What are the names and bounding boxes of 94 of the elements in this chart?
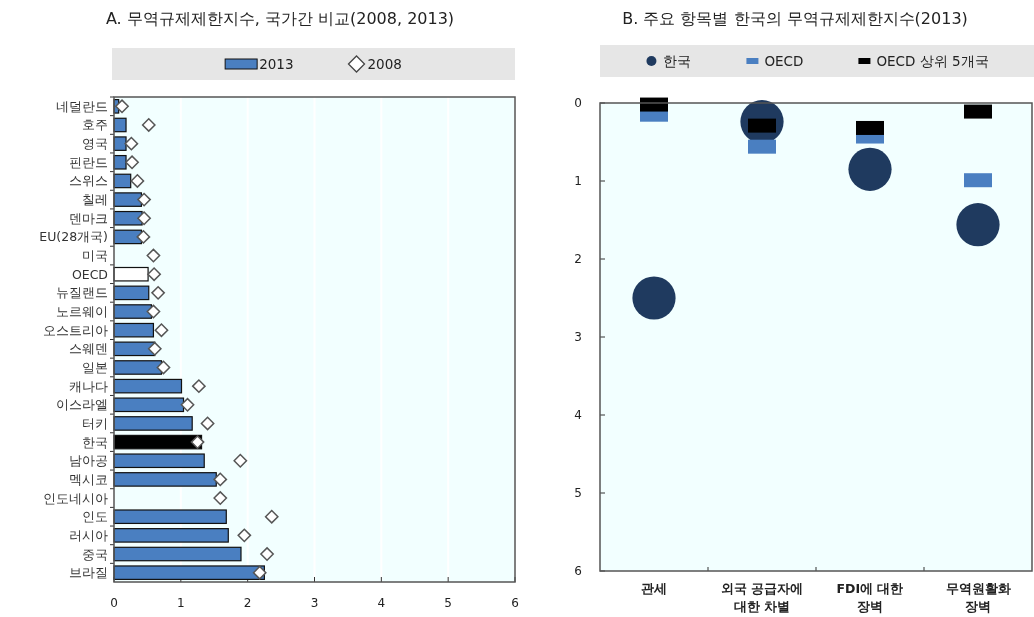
legend-label: OECD [764,53,804,69]
y-tick-label: 터키 [82,415,108,431]
x-tick-label: 4 [377,596,386,610]
chart-title: A. 무역규제제한지수, 국가간 비교(2008, 2013) [105,9,455,28]
x-tick-label: 5 [444,596,452,610]
point [848,147,892,191]
y-tick-label: 미국 [82,248,108,264]
point [124,136,139,151]
bar [113,416,193,431]
y-tick-label: 남아공 [69,453,108,469]
x-tick-label: 2 [243,596,252,610]
y-tick-label: 브라질 [69,565,108,581]
point [213,491,228,505]
x-tick-label: FDI에 대한 장벽 [836,581,904,614]
point [137,192,151,207]
bar [113,192,142,207]
point [252,565,267,580]
x-tick-label: 6 [511,596,519,610]
bar [113,360,163,375]
point [180,397,195,412]
y-tick-label: 인도네시아 [43,490,108,506]
y-tick-label: EU(28개국) [39,229,108,245]
bar [113,472,217,487]
point [200,416,215,431]
bar [113,528,229,543]
y-tick-label: 멕시코 [69,471,108,487]
y-tick-label: 뉴질랜드 [56,285,108,301]
y-tick-label: 한국 [82,434,108,450]
y-tick-label: 캐나다 [69,378,108,394]
y-tick-label: 인도 [82,509,108,525]
y-tick-label: 6 [574,564,582,578]
y-tick-label: 오스트리아 [43,322,108,338]
x-tick-label: 관세 [641,581,667,596]
x-tick-label: 외국 공급자에 대한 차별 [720,581,804,614]
point [136,230,151,244]
y-tick-label: 덴마크 [69,210,108,226]
point [147,267,162,282]
y-tick-label: 노르웨이 [56,304,108,320]
y-tick-label: 3 [574,330,582,344]
x-tick-label: 3 [310,596,319,610]
y-tick-label: 중국 [82,546,108,562]
point [237,528,252,543]
x-tick-label: 무역원활화 장벽 [945,581,1011,614]
y-tick-label: 일본 [82,359,108,375]
x-tick-label: 0 [110,596,118,610]
bar [113,565,265,580]
point [141,118,156,132]
y-tick-label: 러시아 [69,527,108,543]
point [125,155,139,170]
point [147,341,162,356]
bar [113,285,150,301]
point [130,174,145,188]
y-tick-label: 핀란드 [69,154,108,170]
point [115,99,129,114]
y-tick-label: 호주 [82,117,108,133]
point [151,285,166,300]
point [190,435,205,449]
y-tick-label: 5 [574,486,582,500]
point [146,304,161,319]
y-tick-label: OECD [71,266,108,282]
point [213,472,228,487]
chart-title: B. 주요 항목별 한국의 무역규제제한지수(2013) [622,9,968,28]
point [191,379,206,394]
y-tick-label: 스웨덴 [69,341,108,357]
point [146,248,161,263]
point [233,453,248,468]
point [632,276,676,320]
point [137,211,151,226]
y-tick-label: 2 [574,252,582,266]
point [956,203,1000,247]
legend-label: 한국 [663,53,692,69]
bar [113,453,205,469]
bar [113,210,143,226]
bar [113,322,155,338]
bar [113,397,185,413]
bar [113,154,127,170]
legend-label: 2013 [259,56,294,72]
bar [113,378,183,394]
y-tick-label: 네덜란드 [56,98,108,114]
point [156,360,171,375]
y-tick-label: 4 [574,408,582,422]
y-tick-label: 칠레 [82,192,108,208]
x-tick-label: 1 [177,596,185,610]
point [264,509,279,524]
point [260,547,274,561]
y-tick-label: 1 [574,174,582,188]
bar [113,546,242,562]
y-tick-label: 이스라엘 [56,397,108,413]
bar [113,509,227,525]
y-tick-label: 영국 [82,136,108,152]
bar [113,304,153,319]
y-tick-label: 스위스 [69,173,108,189]
point [154,323,169,338]
y-tick-label: 0 [574,96,582,110]
